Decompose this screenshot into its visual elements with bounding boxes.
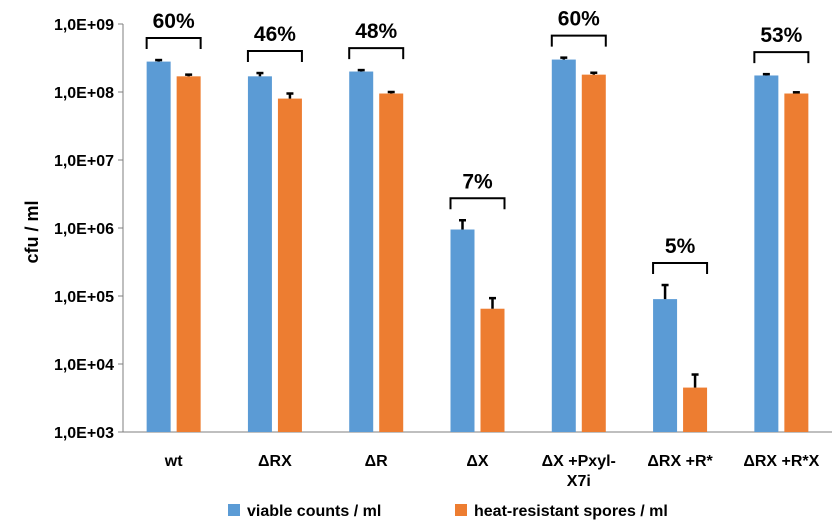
bar-spores [581, 74, 606, 432]
category-label: X7i [567, 473, 591, 490]
percentage-label: 53% [760, 24, 802, 47]
bar-viable [146, 61, 171, 432]
y-tick-label: 1,0E+07 [54, 153, 114, 170]
category-label: ΔRX [258, 453, 292, 470]
percentage-label: 7% [462, 170, 493, 193]
percentage-label: 46% [254, 23, 296, 46]
bar-spores [683, 387, 708, 432]
category-label: ΔX +Pxyl- [542, 453, 616, 470]
percentage-label: 5% [665, 235, 696, 258]
comparison-bracket [145, 37, 202, 50]
y-axis-title: cfu / ml [22, 200, 42, 263]
y-tick-label: 1,0E+08 [54, 85, 114, 102]
bar-viable [247, 76, 272, 433]
bar-viable [349, 71, 374, 432]
y-tick-label: 1,0E+06 [54, 221, 114, 238]
category-label: ΔRX +R* [647, 453, 713, 470]
comparison-bracket [449, 197, 506, 210]
bar-spores [784, 93, 809, 432]
category-label: ΔR [365, 453, 389, 470]
category-label: ΔRX +R*X [743, 453, 819, 470]
percentage-label: 60% [558, 8, 600, 31]
comparison-bracket [550, 34, 607, 47]
comparison-bracket [348, 47, 405, 60]
bar-viable [653, 299, 678, 432]
category-label: wt [164, 453, 183, 470]
y-tick-label: 1,0E+09 [54, 17, 114, 34]
category-label: ΔX [466, 453, 489, 470]
comparison-bracket [753, 51, 810, 64]
legend-label-viable: viable counts / ml [247, 503, 381, 520]
bar-viable [754, 75, 779, 432]
bar-viable [450, 229, 475, 432]
bar-spores [176, 76, 201, 433]
y-tick-label: 1,0E+04 [54, 357, 114, 374]
comparison-bracket [652, 262, 709, 275]
legend: viable counts / ml heat-resistant spores… [228, 503, 668, 520]
comparison-bracket [246, 50, 303, 63]
bar-spores [379, 93, 404, 432]
y-axis: 1,0E+03 1,0E+04 1,0E+05 1,0E+06 1,0E+07 1,0E+… [54, 17, 832, 442]
y-tick-label: 1,0E+05 [54, 289, 114, 306]
category-labels: wt ΔRX ΔR ΔX ΔX +Pxyl- X7i ΔRX +R* ΔRX +R*X [164, 453, 820, 490]
percentage-label: 48% [355, 20, 397, 43]
legend-swatch-spores [455, 504, 467, 516]
y-tick-label: 1,0E+03 [54, 425, 114, 442]
legend-label-spores: heat-resistant spores / ml [474, 503, 668, 520]
bars [146, 56, 809, 433]
legend-swatch-viable [228, 504, 240, 516]
bar-spores [480, 308, 505, 432]
annotations: 60% 46% 48% 7% 60% 5% 53% [145, 8, 810, 275]
bar-spores [277, 98, 302, 433]
bar-viable [551, 59, 576, 432]
percentage-label: 60% [153, 10, 195, 33]
